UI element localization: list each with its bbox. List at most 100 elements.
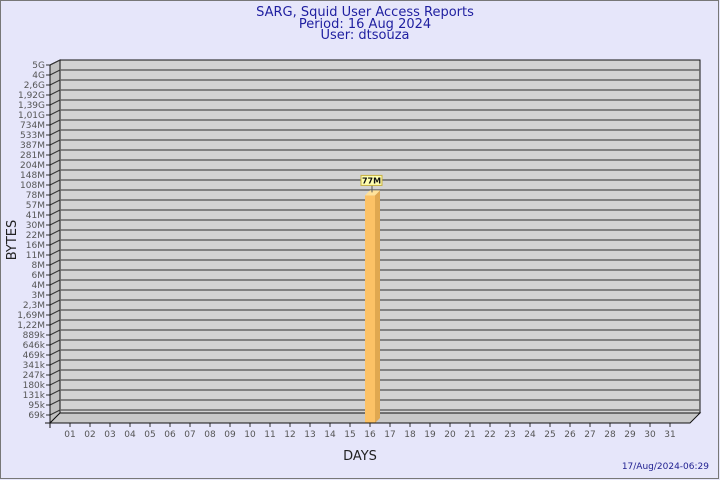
- gridline-side: [49, 99, 61, 106]
- x-tick-label: 20: [444, 430, 456, 440]
- x-tick-label: 19: [424, 430, 436, 440]
- chart-title: SARG, Squid User Access Reports: [256, 5, 474, 20]
- y-tick-label: 387M: [20, 141, 45, 151]
- y-tick-label: 281M: [20, 151, 45, 161]
- gridline-side: [49, 379, 61, 386]
- y-tick-label: 1,92G: [18, 91, 45, 101]
- y-tick-label: 108M: [20, 181, 45, 191]
- y-tick-label: 6M: [32, 271, 46, 281]
- x-tick-label: 07: [184, 430, 195, 440]
- x-tick-label: 26: [564, 430, 576, 440]
- y-tick-label: 889k: [23, 331, 46, 341]
- y-tick-label: 11M: [26, 251, 45, 261]
- x-tick-label: 16: [364, 430, 376, 440]
- x-tick-label: 14: [324, 430, 336, 440]
- y-tick-label: 57M: [26, 201, 45, 211]
- gridline-side: [49, 309, 61, 316]
- x-tick-label: 31: [664, 430, 675, 440]
- y-tick-label: 180k: [23, 381, 46, 391]
- x-tick-label: 25: [544, 430, 555, 440]
- gridline-side: [49, 259, 61, 266]
- y-tick-label: 469k: [23, 351, 46, 361]
- x-tick-label: 03: [104, 430, 115, 440]
- gridline-side: [49, 329, 61, 336]
- bar-front: [365, 195, 375, 423]
- x-tick-label: 22: [484, 430, 495, 440]
- gridline-side: [49, 399, 61, 406]
- x-tick-label: 24: [524, 430, 536, 440]
- gridline-side: [49, 279, 61, 286]
- y-tick-label: 341k: [23, 361, 46, 371]
- y-tick-label: 22M: [26, 231, 45, 241]
- y-tick-label: 533M: [20, 131, 45, 141]
- gridline-side: [49, 219, 61, 226]
- y-tick-label: 247k: [23, 371, 46, 381]
- y-tick-label: 95k: [28, 401, 45, 411]
- y-tick-label: 30M: [26, 221, 45, 231]
- x-tick-label: 12: [284, 430, 295, 440]
- y-tick-label: 1,22M: [17, 321, 45, 331]
- x-tick-label: 28: [604, 430, 616, 440]
- gridline-side: [49, 349, 61, 356]
- y-axis-label: BYTES: [5, 220, 20, 261]
- gridline-side: [49, 289, 61, 296]
- x-axis-label: DAYS: [343, 449, 377, 464]
- gridline-side: [49, 129, 61, 136]
- x-tick-label: 01: [64, 430, 75, 440]
- y-tick-label: 1,39G: [18, 101, 45, 111]
- y-tick-label: 1,69M: [17, 311, 45, 321]
- chart-user: User: dtsouza: [320, 28, 409, 43]
- y-tick-label: 41M: [26, 211, 45, 221]
- y-tick-label: 148M: [20, 171, 45, 181]
- gridline-side: [49, 119, 61, 126]
- bar-top: [365, 190, 380, 196]
- y-tick-label: 2,6G: [24, 81, 45, 91]
- gridline-side: [49, 319, 61, 326]
- y-tick-label: 5G: [32, 61, 45, 71]
- gridline-side: [49, 189, 61, 196]
- y-tick-label: 131k: [23, 391, 46, 401]
- x-tick-label: 08: [204, 430, 216, 440]
- gridline-side: [49, 59, 61, 66]
- y-tick-label: 8M: [32, 261, 46, 271]
- gridline-side: [49, 79, 61, 86]
- gridline-side: [49, 409, 61, 416]
- gridline-side: [49, 139, 61, 146]
- x-tick-label: 02: [84, 430, 95, 440]
- x-tick-label: 17: [384, 430, 395, 440]
- gridline-side: [49, 389, 61, 396]
- bar-label-box: [360, 174, 383, 186]
- y-tick-label: 2,3M: [23, 301, 45, 311]
- gridline-side: [49, 69, 61, 76]
- y-tick-label: 78M: [26, 191, 45, 201]
- y-tick-label: 16M: [26, 241, 45, 251]
- gridline-side: [49, 229, 61, 236]
- gridline-side: [49, 169, 61, 176]
- gridline-side: [49, 239, 61, 246]
- y-tick-label: 646k: [23, 341, 46, 351]
- gridline-side: [49, 299, 61, 306]
- gridline-side: [49, 109, 61, 116]
- y-tick-label: 4M: [32, 281, 46, 291]
- x-tick-label: 15: [344, 430, 355, 440]
- x-tick-label: 09: [224, 430, 236, 440]
- y-tick-label: 204M: [20, 161, 45, 171]
- x-tick-label: 06: [164, 430, 176, 440]
- x-tick-label: 04: [124, 430, 136, 440]
- y-tick-label: 1,01G: [18, 111, 45, 121]
- x-tick-label: 05: [144, 430, 155, 440]
- y-tick-label: 69k: [28, 411, 45, 421]
- x-tick-label: 27: [584, 430, 595, 440]
- x-tick-label: 10: [244, 430, 256, 440]
- y-tick-label: 734M: [20, 121, 45, 131]
- gridline-side: [49, 159, 61, 166]
- x-tick-label: 21: [464, 430, 475, 440]
- gridline-side: [49, 209, 61, 216]
- gridline-side: [49, 249, 61, 256]
- x-tick-label: 11: [264, 430, 275, 440]
- gridline-side: [49, 359, 61, 366]
- gridline-side: [49, 149, 61, 156]
- gridline-side: [49, 369, 61, 376]
- x-tick-label: 30: [644, 430, 656, 440]
